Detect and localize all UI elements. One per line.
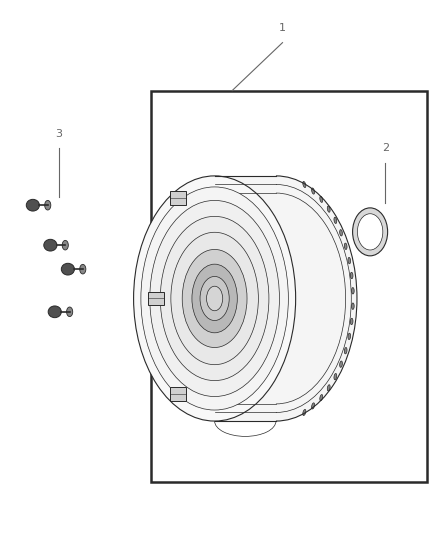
Text: 1: 1	[279, 23, 286, 33]
Ellipse shape	[357, 214, 383, 250]
Ellipse shape	[207, 286, 223, 311]
Ellipse shape	[303, 409, 306, 416]
Ellipse shape	[48, 306, 61, 318]
Ellipse shape	[344, 243, 347, 249]
Ellipse shape	[141, 187, 288, 410]
Ellipse shape	[80, 264, 86, 274]
Ellipse shape	[339, 230, 343, 236]
Ellipse shape	[334, 374, 337, 380]
Ellipse shape	[311, 188, 314, 194]
Ellipse shape	[182, 249, 247, 348]
Ellipse shape	[352, 303, 354, 309]
Ellipse shape	[26, 199, 39, 211]
Ellipse shape	[353, 208, 388, 256]
Ellipse shape	[160, 216, 269, 381]
Ellipse shape	[352, 288, 354, 294]
Ellipse shape	[327, 206, 330, 212]
Ellipse shape	[303, 181, 306, 188]
Ellipse shape	[344, 348, 347, 354]
Ellipse shape	[348, 257, 350, 264]
Ellipse shape	[192, 264, 237, 333]
Ellipse shape	[320, 196, 323, 203]
Ellipse shape	[348, 333, 350, 340]
Ellipse shape	[339, 361, 343, 367]
Ellipse shape	[350, 318, 353, 325]
Ellipse shape	[171, 232, 258, 365]
Bar	[170, 191, 186, 205]
Ellipse shape	[327, 385, 330, 391]
Ellipse shape	[334, 217, 337, 223]
Text: 3: 3	[56, 128, 63, 139]
Ellipse shape	[44, 239, 57, 251]
Ellipse shape	[320, 394, 323, 401]
Bar	[148, 292, 164, 305]
Ellipse shape	[350, 272, 353, 279]
Ellipse shape	[311, 403, 314, 409]
Ellipse shape	[200, 277, 229, 320]
Ellipse shape	[150, 200, 279, 397]
Ellipse shape	[67, 307, 73, 317]
Bar	[151, 91, 427, 482]
Ellipse shape	[134, 176, 296, 421]
Polygon shape	[215, 176, 357, 421]
Ellipse shape	[45, 200, 51, 210]
Bar	[170, 387, 186, 401]
Ellipse shape	[61, 263, 74, 275]
Text: 2: 2	[382, 143, 389, 153]
Ellipse shape	[62, 240, 68, 250]
